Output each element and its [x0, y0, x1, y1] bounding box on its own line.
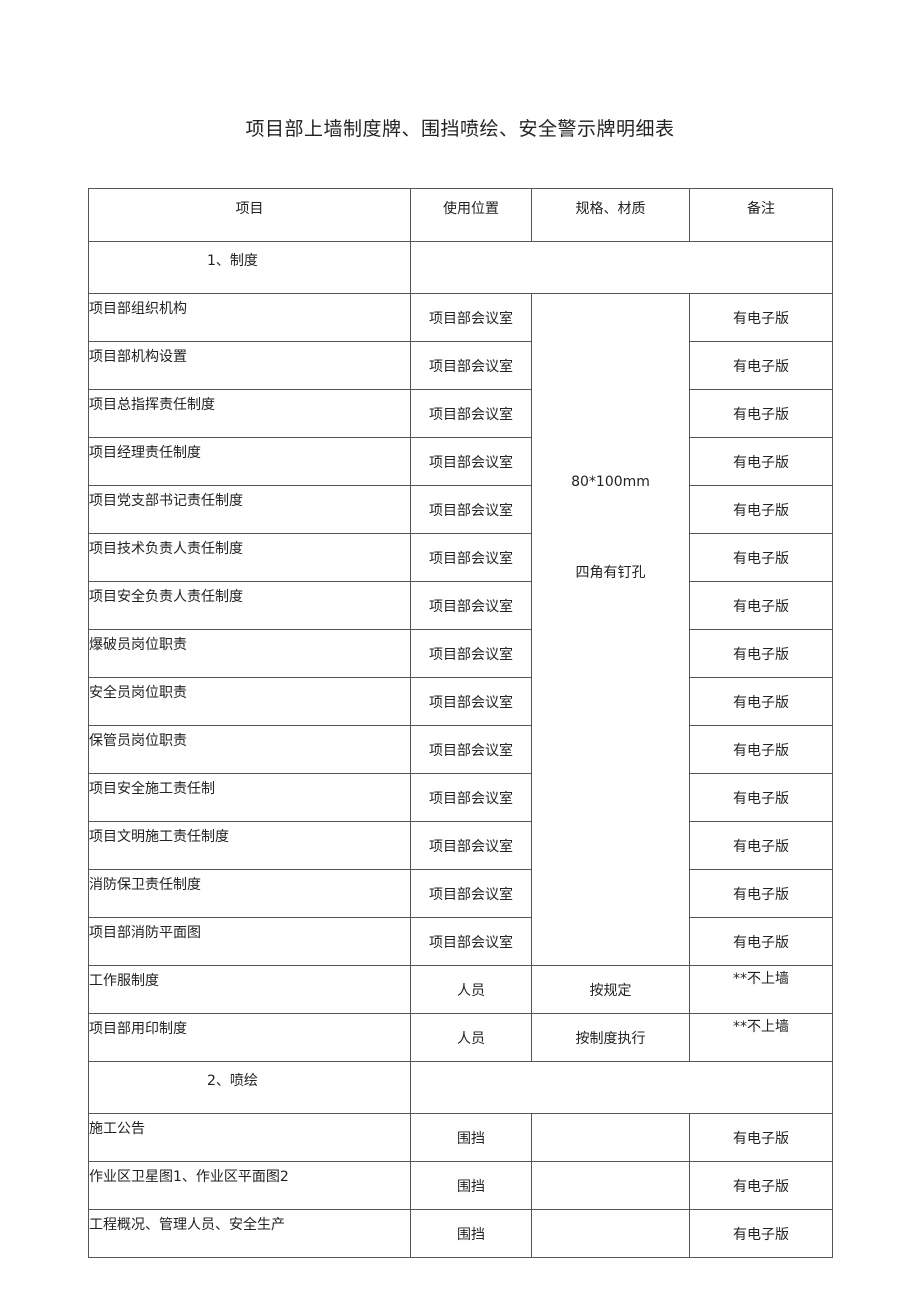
- item-name: 项目技术负责人责任制度: [88, 533, 411, 582]
- item-location: 围挡: [410, 1209, 532, 1258]
- item-remark: **不上墙: [689, 1013, 833, 1062]
- item-remark: 有电子版: [689, 1113, 833, 1162]
- item-location: 项目部会议室: [410, 821, 532, 870]
- table-row: 项目部组织机构 项目部会议室 80*100mm 四角有钉孔 有电子版: [88, 293, 833, 966]
- item-name: 项目安全负责人责任制度: [88, 581, 411, 630]
- table-row: 安全员岗位职责 项目部会议室 有电子版: [88, 677, 833, 726]
- section-empty-cell: [410, 241, 833, 294]
- section-empty-cell: [410, 1061, 833, 1114]
- item-location: 项目部会议室: [410, 581, 532, 630]
- item-remark: 有电子版: [689, 293, 833, 342]
- item-name: 施工公告: [88, 1113, 411, 1162]
- header-location: 使用位置: [410, 188, 532, 242]
- section-label: 1、制度: [88, 241, 411, 294]
- item-name: 工作服制度: [88, 965, 411, 1014]
- table-row: 保管员岗位职责 项目部会议室 有电子版: [88, 725, 833, 774]
- item-remark: 有电子版: [689, 917, 833, 966]
- item-location: 项目部会议室: [410, 917, 532, 966]
- item-remark: 有电子版: [689, 629, 833, 678]
- item-remark: **不上墙: [689, 965, 833, 1014]
- item-name: 项目部用印制度: [88, 1013, 411, 1062]
- item-spec: [531, 1209, 690, 1258]
- table-row: 项目安全施工责任制 项目部会议室 有电子版: [88, 773, 833, 822]
- item-name: 作业区卫星图1、作业区平面图2: [88, 1161, 411, 1210]
- item-spec: [531, 1161, 690, 1210]
- item-name: 消防保卫责任制度: [88, 869, 411, 918]
- item-location: 项目部会议室: [410, 485, 532, 534]
- table-row: 项目技术负责人责任制度 项目部会议室 有电子版: [88, 533, 833, 582]
- item-location: 项目部会议室: [410, 773, 532, 822]
- table-row: 项目安全负责人责任制度 项目部会议室 有电子版: [88, 581, 833, 630]
- header-item: 项目: [88, 188, 411, 242]
- section-row: 1、制度: [88, 241, 833, 294]
- item-location: 项目部会议室: [410, 389, 532, 438]
- table-row: 项目部用印制度 人员 按制度执行 **不上墙: [88, 1013, 833, 1062]
- item-remark: 有电子版: [689, 581, 833, 630]
- spec-cell: 80*100mm 四角有钉孔: [531, 293, 690, 966]
- item-remark: 有电子版: [689, 1161, 833, 1210]
- item-remark: 有电子版: [689, 821, 833, 870]
- header-spec: 规格、材质: [531, 188, 690, 242]
- table-row: 工作服制度 人员 按规定 **不上墙: [88, 965, 833, 1014]
- item-location: 围挡: [410, 1161, 532, 1210]
- spec-text: 四角有钉孔: [575, 565, 646, 581]
- item-name: 项目文明施工责任制度: [88, 821, 411, 870]
- section-row: 2、喷绘: [88, 1061, 833, 1114]
- item-location: 项目部会议室: [410, 293, 532, 342]
- document-title: 项目部上墙制度牌、围挡喷绘、安全警示牌明细表: [245, 118, 675, 140]
- item-name: 工程概况、管理人员、安全生产: [88, 1209, 411, 1258]
- item-remark: 有电子版: [689, 485, 833, 534]
- table-row: 项目党支部书记责任制度 项目部会议室 有电子版: [88, 485, 833, 534]
- item-remark: 有电子版: [689, 437, 833, 486]
- item-location: 项目部会议室: [410, 629, 532, 678]
- detail-table: 项目 使用位置 规格、材质 备注 1、制度 项目部组织机构 项目部会议室 80*100…: [88, 188, 833, 1258]
- table-row: 工程概况、管理人员、安全生产 围挡 有电子版: [88, 1209, 833, 1258]
- item-name: 安全员岗位职责: [88, 677, 411, 726]
- item-remark: 有电子版: [689, 869, 833, 918]
- item-location: 人员: [410, 1013, 532, 1062]
- item-spec: 按制度执行: [531, 1013, 690, 1062]
- item-remark: 有电子版: [689, 1209, 833, 1258]
- table-row: 爆破员岗位职责 项目部会议室 有电子版: [88, 629, 833, 678]
- item-remark: 有电子版: [689, 725, 833, 774]
- table-row: 项目总指挥责任制度 项目部会议室 有电子版: [88, 389, 833, 438]
- item-name: 保管员岗位职责: [88, 725, 411, 774]
- item-location: 人员: [410, 965, 532, 1014]
- header-remark: 备注: [689, 188, 833, 242]
- item-name: 项目部组织机构: [88, 293, 411, 342]
- table-row: 项目文明施工责任制度 项目部会议室 有电子版: [88, 821, 833, 870]
- item-remark: 有电子版: [689, 677, 833, 726]
- item-location: 项目部会议室: [410, 437, 532, 486]
- item-name: 项目安全施工责任制: [88, 773, 411, 822]
- item-location: 项目部会议室: [410, 869, 532, 918]
- item-location: 项目部会议室: [410, 341, 532, 390]
- table-row: 消防保卫责任制度 项目部会议室 有电子版: [88, 869, 833, 918]
- item-location: 项目部会议室: [410, 725, 532, 774]
- table-row: 作业区卫星图1、作业区平面图2 围挡 有电子版: [88, 1161, 833, 1210]
- item-remark: 有电子版: [689, 533, 833, 582]
- item-spec: [531, 1113, 690, 1162]
- table-row: 项目经理责任制度 项目部会议室 有电子版: [88, 437, 833, 486]
- item-remark: 有电子版: [689, 341, 833, 390]
- item-name: 项目部机构设置: [88, 341, 411, 390]
- table-row: 项目部机构设置 项目部会议室 有电子版: [88, 341, 833, 390]
- table-row: 施工公告 围挡 有电子版: [88, 1113, 833, 1162]
- spec-text: 80*100mm: [571, 474, 650, 490]
- section-label: 2、喷绘: [88, 1061, 411, 1114]
- item-spec: 按规定: [531, 965, 690, 1014]
- item-location: 项目部会议室: [410, 533, 532, 582]
- table-row: 项目部消防平面图 项目部会议室 有电子版: [88, 917, 833, 966]
- item-location: 项目部会议室: [410, 677, 532, 726]
- item-name: 爆破员岗位职责: [88, 629, 411, 678]
- item-name: 项目经理责任制度: [88, 437, 411, 486]
- item-name: 项目党支部书记责任制度: [88, 485, 411, 534]
- item-name: 项目总指挥责任制度: [88, 389, 411, 438]
- item-location: 围挡: [410, 1113, 532, 1162]
- item-remark: 有电子版: [689, 773, 833, 822]
- item-remark: 有电子版: [689, 389, 833, 438]
- item-name: 项目部消防平面图: [88, 917, 411, 966]
- table-header-row: 项目 使用位置 规格、材质 备注: [88, 188, 833, 242]
